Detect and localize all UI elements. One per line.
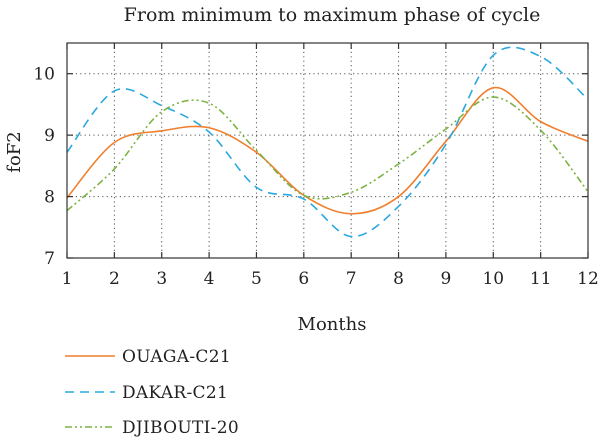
- x-tick-label: 3: [156, 269, 167, 289]
- legend-label: DJIBOUTI-20: [122, 418, 239, 438]
- series-line-dakar-c21: [66, 46, 589, 238]
- x-tick-label: 4: [204, 269, 215, 289]
- y-tick-label: 8: [44, 188, 55, 208]
- chart-title: From minimum to maximum phase of cycle: [124, 4, 541, 26]
- x-tick-label: 2: [109, 269, 120, 289]
- plot-frame: [66, 42, 589, 259]
- x-tick-label: 8: [393, 269, 404, 289]
- series-line-ouaga-c21: [66, 87, 589, 215]
- series-line-djibouti-20: [66, 96, 589, 212]
- x-tick-label: 6: [298, 269, 309, 289]
- x-tick-label: 10: [482, 269, 504, 289]
- grid-lines: [67, 43, 588, 258]
- y-tick-label: 7: [44, 249, 55, 269]
- legend-label: OUAGA-C21: [122, 347, 231, 367]
- x-tick-label: 11: [530, 269, 552, 289]
- series-lines: [66, 46, 589, 238]
- legend-label: DAKAR-C21: [122, 383, 228, 403]
- x-axis-label: Months: [298, 314, 367, 335]
- x-tick-label: 7: [346, 269, 357, 289]
- x-axis-ticks: 1 2 3 4 5 6 7 8 9 10 11 12: [62, 43, 599, 289]
- y-tick-label: 10: [33, 65, 55, 85]
- y-tick-label: 9: [44, 126, 55, 146]
- x-tick-label: 12: [577, 269, 599, 289]
- x-tick-label: 9: [440, 269, 451, 289]
- y-axis-label: foF2: [4, 131, 25, 172]
- legend: OUAGA-C21 DAKAR-C21 DJIBOUTI-20: [65, 347, 239, 438]
- x-tick-label: 5: [251, 269, 262, 289]
- y-axis-ticks: 7 8 9 10: [33, 65, 588, 269]
- x-tick-label: 1: [62, 269, 73, 289]
